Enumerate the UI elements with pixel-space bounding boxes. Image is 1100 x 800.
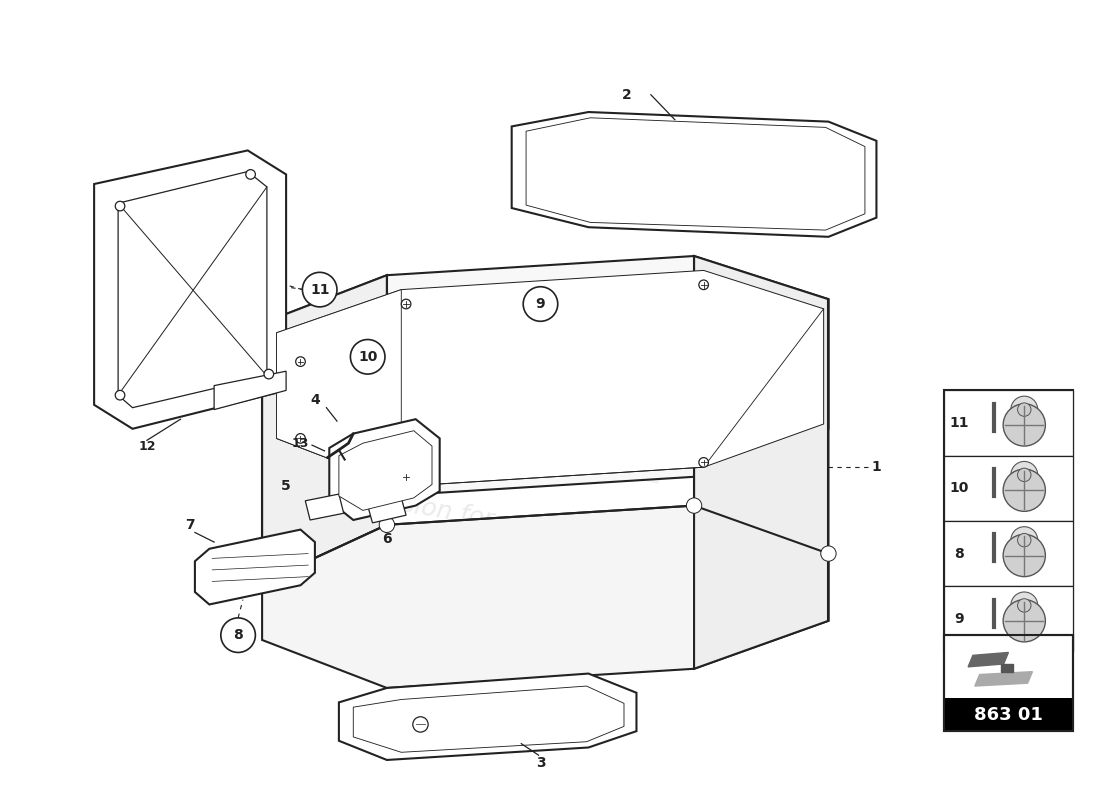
Bar (944, 456, 1074, 521)
Polygon shape (694, 256, 828, 669)
Bar (944, 635, 1074, 731)
Circle shape (1011, 592, 1037, 619)
Circle shape (412, 717, 428, 732)
Polygon shape (195, 530, 315, 605)
Circle shape (821, 546, 836, 562)
Polygon shape (968, 653, 1009, 667)
Polygon shape (339, 674, 637, 760)
Polygon shape (262, 506, 828, 688)
Polygon shape (975, 672, 1033, 686)
Circle shape (351, 339, 385, 374)
Text: eurocarparts: eurocarparts (80, 258, 810, 542)
Bar (944, 521, 1074, 586)
Circle shape (686, 498, 702, 514)
Circle shape (254, 574, 270, 590)
Polygon shape (353, 686, 624, 752)
Polygon shape (262, 275, 387, 582)
Polygon shape (526, 118, 865, 230)
Circle shape (1011, 462, 1037, 488)
Text: 863 01: 863 01 (974, 706, 1043, 724)
Text: 6: 6 (382, 532, 392, 546)
Circle shape (1003, 404, 1045, 446)
Polygon shape (339, 430, 432, 510)
Circle shape (1011, 396, 1037, 423)
Circle shape (379, 517, 395, 533)
Circle shape (1003, 600, 1045, 642)
Circle shape (1018, 468, 1031, 482)
Circle shape (245, 170, 255, 179)
Bar (944, 698, 1074, 731)
Circle shape (296, 434, 306, 443)
Text: 7: 7 (185, 518, 195, 532)
Circle shape (116, 390, 124, 400)
Circle shape (302, 272, 337, 307)
Bar (944, 390, 1074, 456)
Polygon shape (329, 419, 440, 520)
Text: 4: 4 (310, 393, 320, 407)
Text: 13: 13 (292, 437, 309, 450)
Circle shape (1003, 469, 1045, 511)
Circle shape (296, 357, 306, 366)
Circle shape (1018, 403, 1031, 416)
Polygon shape (306, 494, 343, 520)
Circle shape (402, 472, 411, 482)
Text: 2: 2 (621, 88, 631, 102)
Text: 3: 3 (536, 756, 546, 770)
Text: 12: 12 (139, 439, 156, 453)
Circle shape (116, 202, 124, 211)
Polygon shape (540, 127, 852, 222)
Circle shape (221, 618, 255, 653)
Circle shape (1003, 534, 1045, 577)
Text: 5: 5 (282, 479, 292, 494)
Circle shape (698, 280, 708, 290)
Circle shape (1018, 598, 1031, 612)
Text: a passion for parts since 1982: a passion for parts since 1982 (333, 480, 710, 570)
Bar (944, 586, 1074, 651)
Polygon shape (118, 171, 267, 408)
Polygon shape (512, 112, 877, 237)
Polygon shape (262, 256, 828, 496)
Text: 10: 10 (358, 350, 377, 364)
Text: 10: 10 (949, 482, 969, 495)
Circle shape (524, 286, 558, 322)
Text: 9: 9 (954, 612, 964, 626)
Polygon shape (1001, 664, 1013, 672)
Text: 9: 9 (536, 297, 546, 311)
Polygon shape (367, 498, 406, 523)
Polygon shape (95, 150, 286, 429)
Circle shape (1011, 526, 1037, 554)
Circle shape (402, 299, 411, 309)
Bar (944, 390, 1074, 651)
Circle shape (1018, 534, 1031, 547)
Text: 11: 11 (949, 416, 969, 430)
Text: 8: 8 (233, 628, 243, 642)
Polygon shape (214, 371, 286, 410)
Text: 8: 8 (954, 546, 964, 561)
Bar (944, 635, 1074, 731)
Circle shape (264, 370, 274, 379)
Polygon shape (276, 270, 824, 486)
Polygon shape (276, 290, 402, 486)
Circle shape (698, 458, 708, 467)
Text: 1: 1 (871, 460, 881, 474)
Text: 11: 11 (310, 282, 329, 297)
